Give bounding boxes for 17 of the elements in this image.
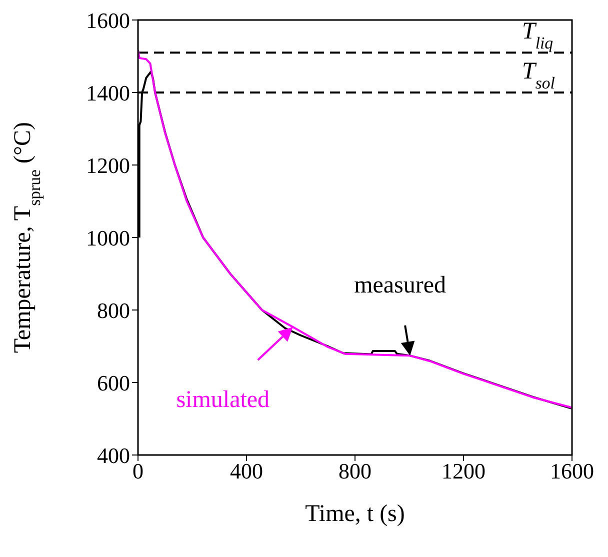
- y-tick-label: 1000: [86, 225, 130, 250]
- y-tick-label: 1400: [86, 80, 130, 106]
- ref-line-label: T$_{liq}$: [522, 18, 554, 52]
- annotation: measured: [354, 272, 446, 299]
- y-tick-label: 400: [97, 442, 130, 468]
- y-tick-label: 1600: [86, 8, 130, 33]
- x-tick-label: 1600: [550, 458, 594, 484]
- y-tick-label: 1200: [86, 152, 130, 178]
- y-tick-label: 800: [97, 298, 130, 323]
- x-tick-label: 0: [132, 458, 144, 484]
- ref-line-label: T$_{sol}$: [522, 58, 556, 92]
- annotation: simulated: [176, 387, 270, 414]
- x-axis-title: Time, t (s): [305, 501, 405, 527]
- x-tick-label: 1200: [442, 458, 486, 484]
- x-tick-label: 800: [338, 458, 372, 484]
- y-tick-label: 600: [97, 370, 130, 396]
- x-tick-label: 400: [230, 458, 263, 484]
